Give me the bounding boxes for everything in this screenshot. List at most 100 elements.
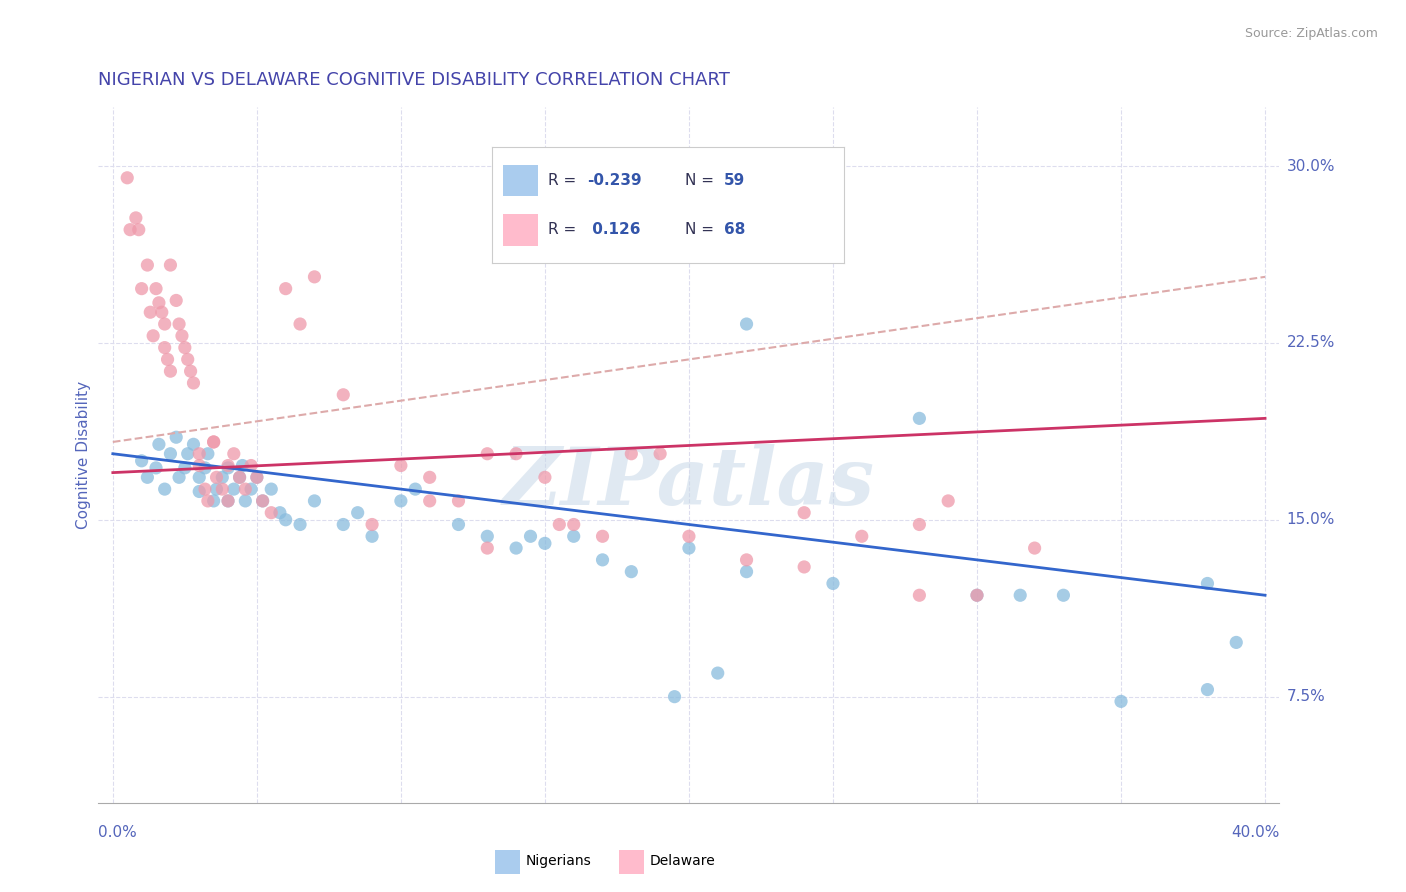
Point <box>233 494 256 508</box>
Point <box>136 470 159 484</box>
Point <box>217 494 239 508</box>
Point <box>269 506 291 520</box>
Point <box>217 461 239 475</box>
Point <box>120 222 142 236</box>
Point <box>202 434 225 449</box>
Point <box>908 411 931 425</box>
Point <box>793 506 815 520</box>
Point <box>735 553 758 567</box>
Point <box>361 529 384 543</box>
Point <box>534 536 557 550</box>
Point <box>735 317 758 331</box>
Point <box>231 458 253 473</box>
Text: Source: ZipAtlas.com: Source: ZipAtlas.com <box>1244 27 1378 40</box>
Point <box>188 484 211 499</box>
Point <box>128 222 150 236</box>
Point <box>447 494 470 508</box>
Point <box>505 541 527 555</box>
Point <box>148 295 170 310</box>
Point <box>142 328 165 343</box>
Point <box>477 529 499 543</box>
Text: R =: R = <box>548 222 576 237</box>
Point <box>194 482 217 496</box>
Point <box>197 494 219 508</box>
Point <box>650 447 672 461</box>
Point <box>159 364 181 378</box>
Point <box>966 588 988 602</box>
Point <box>205 482 228 496</box>
Point <box>505 447 527 461</box>
Point <box>592 529 614 543</box>
Point <box>821 576 844 591</box>
Point <box>156 352 179 367</box>
Point <box>188 458 211 473</box>
Point <box>592 553 614 567</box>
Point <box>477 447 499 461</box>
Point <box>419 494 441 508</box>
Point <box>131 454 153 468</box>
Point <box>222 482 245 496</box>
Point <box>194 461 217 475</box>
Point <box>966 588 988 602</box>
Text: N =: N = <box>686 173 714 188</box>
Point <box>183 437 205 451</box>
Bar <box>503 214 538 245</box>
Point <box>477 541 499 555</box>
Point <box>288 317 311 331</box>
Point <box>188 447 211 461</box>
Text: 30.0%: 30.0% <box>1286 159 1334 174</box>
Point <box>260 482 283 496</box>
Point <box>404 482 426 496</box>
Point <box>562 517 585 532</box>
Point <box>252 494 274 508</box>
Point <box>197 447 219 461</box>
Text: 0.0%: 0.0% <box>98 825 138 840</box>
Point <box>1225 635 1247 649</box>
Point <box>173 461 195 475</box>
Point <box>167 317 190 331</box>
Point <box>1109 694 1132 708</box>
Point <box>346 506 368 520</box>
Point <box>534 470 557 484</box>
Text: 59: 59 <box>724 173 745 188</box>
Point <box>851 529 873 543</box>
Bar <box>503 164 538 196</box>
Point <box>620 447 643 461</box>
Point <box>389 494 412 508</box>
Point <box>1024 541 1046 555</box>
Point <box>447 517 470 532</box>
Point <box>202 494 225 508</box>
Point <box>150 305 173 319</box>
Text: 7.5%: 7.5% <box>1286 690 1326 704</box>
Point <box>153 482 176 496</box>
Point <box>246 470 269 484</box>
Point <box>136 258 159 272</box>
Bar <box>619 849 644 874</box>
Point <box>706 666 728 681</box>
Point <box>620 565 643 579</box>
Point <box>1052 588 1074 602</box>
Text: 0.126: 0.126 <box>588 222 641 237</box>
Point <box>159 258 181 272</box>
Point <box>678 529 700 543</box>
Point <box>304 269 326 284</box>
Text: NIGERIAN VS DELAWARE COGNITIVE DISABILITY CORRELATION CHART: NIGERIAN VS DELAWARE COGNITIVE DISABILIT… <box>98 71 730 89</box>
Point <box>222 447 245 461</box>
Point <box>678 541 700 555</box>
Point <box>1197 682 1219 697</box>
Point <box>304 494 326 508</box>
Text: 68: 68 <box>724 222 745 237</box>
Point <box>145 282 167 296</box>
Point <box>211 470 233 484</box>
Point <box>519 529 541 543</box>
Point <box>177 447 200 461</box>
Point <box>246 470 269 484</box>
Point <box>159 447 181 461</box>
Text: ZIPatlas: ZIPatlas <box>503 444 875 522</box>
Point <box>125 211 148 225</box>
Point <box>205 470 228 484</box>
Point <box>153 317 176 331</box>
Point <box>908 588 931 602</box>
Text: 15.0%: 15.0% <box>1286 512 1334 527</box>
Point <box>183 376 205 390</box>
